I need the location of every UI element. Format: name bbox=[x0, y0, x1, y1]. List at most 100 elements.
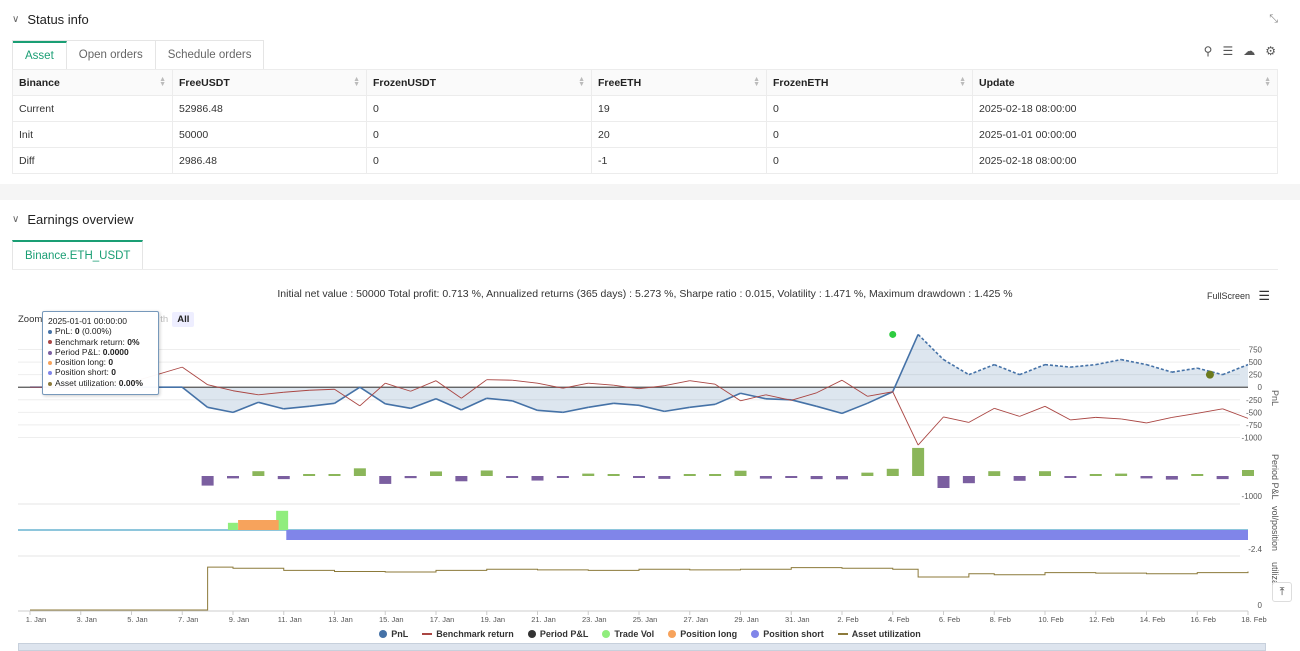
y-tick-label: -500 bbox=[1246, 408, 1263, 417]
table-tools: ⚲ ☰ ☁ ⚙ bbox=[1204, 44, 1276, 58]
period-bar bbox=[988, 471, 1001, 476]
benchmark-segment bbox=[664, 380, 690, 387]
pnl-segment bbox=[917, 333, 945, 361]
y-axis-label: utiliza...n bbox=[1270, 562, 1280, 598]
search-icon[interactable]: ⚲ bbox=[1203, 44, 1213, 58]
col-header[interactable]: FrozenETH ▲ ▼ bbox=[766, 69, 973, 96]
benchmark-segment bbox=[232, 390, 259, 396]
sort-icon[interactable]: ▲ ▼ bbox=[959, 76, 966, 88]
x-tick-label: 31. Jan bbox=[785, 615, 810, 624]
period-bar bbox=[1216, 476, 1229, 480]
period-bar bbox=[455, 476, 468, 482]
benchmark-segment bbox=[1146, 416, 1172, 424]
period-bar bbox=[1089, 474, 1102, 476]
legend-pnl[interactable]: PnL bbox=[379, 629, 408, 639]
sort-icon[interactable]: ▲ ▼ bbox=[1264, 76, 1271, 88]
col-header[interactable]: FreeETH ▲ ▼ bbox=[591, 69, 767, 96]
hamburger-menu-icon[interactable]: ☰ bbox=[1258, 288, 1270, 303]
pnl-segment bbox=[1197, 367, 1223, 376]
y-tick-label: -1000 bbox=[1242, 433, 1263, 442]
period-bar bbox=[227, 476, 239, 479]
benchmark-segment bbox=[791, 392, 817, 401]
pnl-segment bbox=[1171, 367, 1198, 373]
chart-tooltip: 2025-01-01 00:00:00 PnL: 0 (0.00%) Bench… bbox=[42, 311, 159, 395]
sort-icon[interactable]: ▲ ▼ bbox=[753, 76, 760, 88]
sort-icon[interactable]: ▲ ▼ bbox=[578, 76, 585, 88]
benchmark-segment bbox=[435, 380, 462, 399]
period-bar bbox=[328, 474, 341, 476]
pnl-segment bbox=[588, 402, 614, 409]
chart-navigator[interactable] bbox=[18, 643, 1266, 651]
y-tick-label: 0 bbox=[1258, 601, 1263, 610]
pnl-segment bbox=[283, 405, 310, 410]
benchmark-segment bbox=[1044, 405, 1071, 421]
tab-binance-eth-usdt[interactable]: Binance.ETH_USDT bbox=[12, 240, 144, 269]
zoom-partial-button[interactable]: th bbox=[160, 314, 169, 325]
chevron-down-icon[interactable]: ∨ bbox=[12, 214, 20, 225]
tab-open-orders[interactable]: Open orders bbox=[66, 41, 156, 69]
period-bar bbox=[1140, 476, 1153, 479]
benchmark-segment bbox=[588, 382, 614, 386]
benchmark-segment bbox=[486, 379, 513, 381]
table-cell: 2025-02-18 08:00:00 bbox=[972, 95, 1278, 122]
fullscreen-button[interactable]: FullScreen bbox=[1206, 291, 1250, 301]
sort-icon[interactable]: ▲ ▼ bbox=[159, 76, 166, 88]
benchmark-segment bbox=[461, 379, 488, 399]
benchmark-segment bbox=[512, 379, 538, 384]
benchmark-segment bbox=[1070, 416, 1096, 421]
benchmark-segment bbox=[892, 391, 919, 446]
benchmark-segment bbox=[638, 385, 665, 390]
expand-icon[interactable]: ⤡ bbox=[1269, 13, 1278, 25]
pnl-segment bbox=[181, 386, 209, 408]
cloud-download-icon[interactable]: ☁ bbox=[1243, 44, 1256, 58]
row-label-current[interactable]: Current bbox=[12, 95, 173, 122]
col-header[interactable]: FreeUSDT ▲ ▼ bbox=[172, 69, 367, 96]
pnl-segment bbox=[1146, 363, 1173, 373]
benchmark-segment bbox=[309, 388, 335, 391]
tab-asset[interactable]: Asset bbox=[13, 41, 67, 69]
chart-legend: PnL Benchmark return Period P&L Trade Vo… bbox=[0, 629, 1300, 639]
benchmark-segment bbox=[1222, 408, 1249, 419]
sort-icon[interactable]: ▲ ▼ bbox=[353, 76, 360, 88]
pnl-segment bbox=[562, 406, 589, 414]
scroll-top-icon[interactable]: ⤒ bbox=[1272, 582, 1292, 602]
col-header[interactable]: Binance ▲ ▼ bbox=[12, 69, 173, 96]
pnl-segment bbox=[892, 334, 919, 393]
col-header[interactable]: Update ▲ ▼ bbox=[972, 69, 1278, 96]
utilization-line bbox=[30, 566, 1249, 611]
y-axis-label: PnL bbox=[1270, 390, 1280, 406]
x-tick-label: 3. Jan bbox=[77, 615, 97, 624]
x-tick-label: 18. Feb bbox=[1241, 615, 1266, 624]
period-bar bbox=[1191, 474, 1204, 476]
zoom-label: Zoom bbox=[18, 314, 43, 325]
benchmark-segment bbox=[537, 382, 563, 389]
pnl-segment bbox=[359, 386, 386, 405]
legend-trade-vol[interactable]: Trade Vol bbox=[602, 629, 654, 639]
period-bar bbox=[430, 471, 442, 476]
pnl-segment bbox=[1095, 358, 1122, 366]
table-cell: 52986.48 bbox=[172, 95, 367, 122]
legend-position-short[interactable]: Position short bbox=[751, 629, 824, 639]
pnl-segment bbox=[841, 402, 868, 415]
col-header[interactable]: FrozenUSDT ▲ ▼ bbox=[366, 69, 592, 96]
earnings-chart[interactable]: 750 500 250 0 -250 -500 -750 -1000 PnL -1000 Perio… bbox=[0, 330, 1300, 630]
legend-period-pnl[interactable]: Period P&L bbox=[527, 629, 588, 639]
status-header[interactable]: ∨ Status info bbox=[12, 12, 89, 27]
period-bar bbox=[1115, 473, 1128, 476]
zoom-all-button[interactable]: All bbox=[172, 312, 195, 327]
list-icon[interactable]: ☰ bbox=[1222, 44, 1234, 58]
pnl-segment bbox=[207, 406, 234, 414]
tab-schedule-orders[interactable]: Schedule orders bbox=[155, 41, 264, 69]
pnl-segment bbox=[1222, 363, 1249, 376]
position-short-bar bbox=[286, 530, 1249, 540]
y-tick-label: 500 bbox=[1249, 358, 1263, 367]
benchmark-segment bbox=[562, 382, 589, 389]
gear-icon[interactable]: ⚙ bbox=[1265, 44, 1276, 58]
legend-asset-utilization[interactable]: Asset utilization bbox=[837, 629, 921, 639]
earnings-header[interactable]: ∨ Earnings overview bbox=[12, 212, 134, 227]
legend-benchmark[interactable]: Benchmark return bbox=[422, 629, 514, 639]
legend-position-long[interactable]: Position long bbox=[668, 629, 737, 639]
x-tick-label: 10. Feb bbox=[1038, 615, 1063, 624]
chevron-down-icon[interactable]: ∨ bbox=[12, 14, 20, 25]
pnl-segment bbox=[714, 392, 741, 406]
